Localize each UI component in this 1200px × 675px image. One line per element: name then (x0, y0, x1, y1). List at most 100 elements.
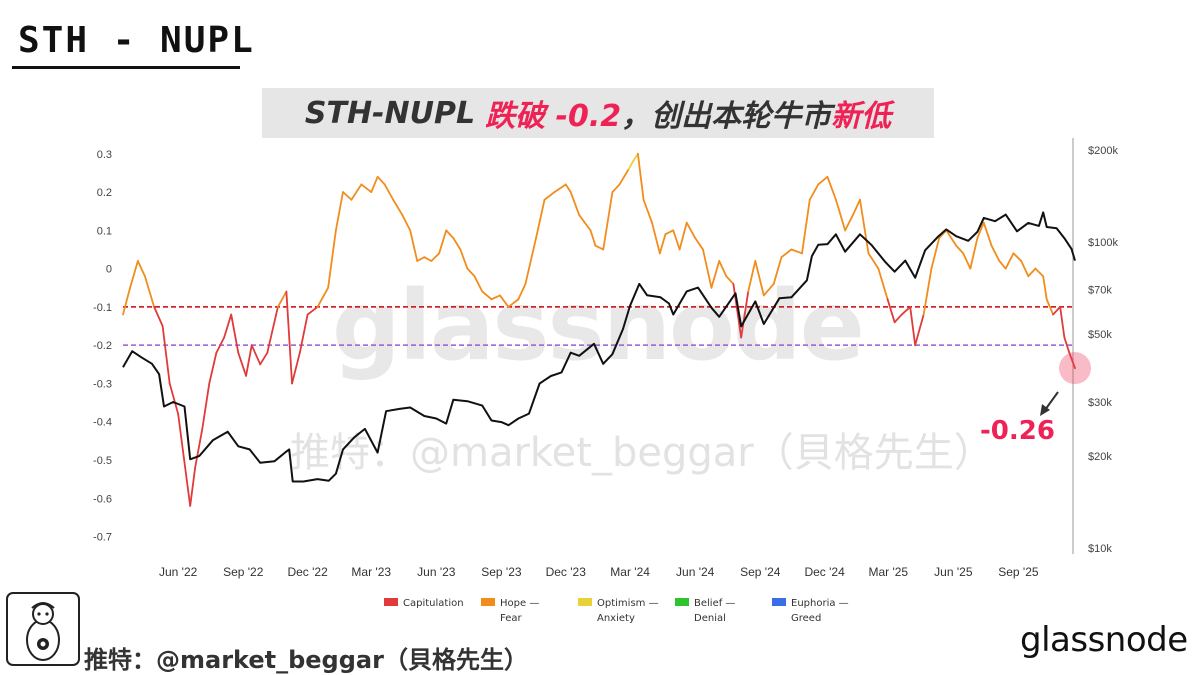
nupl-segment (122, 286, 131, 316)
banner-break-text: 跌破 -0.2 (485, 99, 622, 134)
nupl-segment (877, 267, 889, 301)
title-underline (12, 66, 240, 69)
nupl-segment (998, 260, 1007, 270)
legend-label-line1: Euphoria — (791, 598, 849, 609)
nupl-segment (466, 267, 476, 278)
left-axis-ticks: 0.3 0.2 0.1 0 -0.1 -0.2 -0.3 -0.4 -0.5 -0.6 -0.7 (93, 149, 112, 544)
legend-label-line2: Denial (694, 613, 726, 624)
nupl-segment (754, 260, 765, 297)
annotation-arrow-head (1040, 404, 1050, 416)
nupl-segment (401, 214, 412, 232)
nupl-segment (153, 306, 164, 327)
nupl-segment (1004, 252, 1015, 270)
nupl-segment (553, 183, 567, 193)
nupl-segment (718, 260, 728, 278)
nupl-segment (914, 313, 925, 347)
nupl-segment (962, 252, 972, 270)
right-tick-label: $70k (1088, 284, 1112, 296)
chart-legend: Capitulation Hope — Fear Optimism — Anxiet… (384, 596, 869, 626)
nupl-segment (370, 175, 379, 193)
nupl-segment (1063, 336, 1071, 354)
left-tick-label: -0.3 (93, 378, 112, 390)
nupl-segment (177, 413, 188, 481)
nupl-segment (867, 252, 880, 270)
nupl-segment (955, 244, 965, 255)
nupl-segment (1045, 298, 1054, 316)
glassnode-watermark: glassnode (332, 270, 865, 382)
legend-label-line2: Fear (500, 613, 522, 624)
nupl-segment (594, 244, 605, 251)
nupl-segment (189, 466, 197, 507)
legend-item-hope-fear[interactable]: Hope — Fear (481, 596, 578, 626)
legend-item-euphoria-greed[interactable]: Euphoria — Greed (772, 596, 869, 626)
nupl-segment (334, 191, 344, 232)
nupl-segment (732, 283, 743, 339)
left-tick-label: -0.7 (93, 532, 112, 544)
nupl-segment (780, 248, 793, 259)
nupl-segment (194, 428, 204, 469)
footer-credit: 推特：@market_beggar（貝格先生） (84, 646, 528, 674)
mascot-avatar-icon (6, 592, 80, 666)
nupl-segment (852, 198, 861, 216)
nupl-segment (826, 175, 837, 201)
nupl-segment (285, 290, 293, 385)
right-tick-label: $20k (1088, 451, 1112, 463)
nupl-segment (237, 351, 247, 377)
x-tick-label: Sep '25 (998, 565, 1039, 579)
nupl-segment (893, 313, 903, 324)
nupl-segment (517, 283, 527, 301)
annotation-arrow-shaft (1044, 391, 1059, 411)
nupl-segment (627, 160, 634, 171)
banner-middle-text: ，创出本轮牛市 (621, 99, 832, 134)
nupl-segment (710, 260, 721, 289)
nupl-segment (790, 248, 803, 255)
left-tick-label: -0.1 (93, 302, 112, 314)
legend-item-belief-denial[interactable]: Belief — Denial (675, 596, 772, 626)
nupl-segment (969, 237, 979, 270)
left-tick-label: -0.2 (93, 340, 112, 352)
nupl-segment (658, 233, 667, 255)
handle-watermark: 推特：@market_beggar（貝格先生） (290, 430, 994, 476)
nupl-segment (129, 260, 139, 289)
nupl-segment (423, 256, 433, 262)
legend-item-capitulation[interactable]: Capitulation (384, 596, 481, 626)
nupl-segment (276, 290, 288, 308)
nupl-segment (702, 248, 713, 289)
nupl-segment (632, 152, 639, 163)
nupl-segment (342, 191, 353, 201)
x-tick-label: Jun '23 (417, 565, 456, 579)
x-tick-label: Sep '23 (481, 565, 522, 579)
nupl-segment (316, 286, 330, 308)
annotation-value-label: -0.26 (980, 416, 1055, 446)
nupl-segment (1020, 260, 1030, 278)
nupl-segment (459, 248, 469, 270)
legend-item-optimism-anxiety[interactable]: Optimism — Anxiety (578, 596, 675, 626)
legend-swatch (578, 598, 592, 606)
x-tick-label: Jun '25 (934, 565, 973, 579)
banner-metric: STH-NUPL (304, 95, 476, 131)
nupl-segment (144, 275, 156, 308)
nupl-segment (201, 382, 211, 431)
nupl-segment (1059, 306, 1066, 339)
btc-price-line (122, 211, 1076, 483)
nupl-segment (136, 260, 146, 278)
nupl-segment (392, 198, 404, 216)
threshold-lines (123, 306, 1075, 346)
nupl-segment (250, 344, 262, 366)
nupl-segment (922, 267, 933, 316)
nupl-segment (430, 252, 441, 262)
nupl-segment (1027, 267, 1037, 278)
glassnode-brand-logo: glassnode (1020, 620, 1188, 660)
nupl-segment (909, 306, 917, 347)
nupl-segment (945, 229, 958, 247)
x-tick-label: Sep '22 (223, 565, 264, 579)
nupl-segment (452, 237, 462, 251)
nupl-segment (499, 294, 510, 308)
nupl-segment (685, 221, 697, 239)
nupl-segment (185, 478, 192, 507)
nupl-segment (982, 221, 993, 247)
nupl-segment (438, 229, 448, 255)
x-tick-label: Dec '23 (546, 565, 587, 579)
nupl-segment (473, 275, 484, 293)
